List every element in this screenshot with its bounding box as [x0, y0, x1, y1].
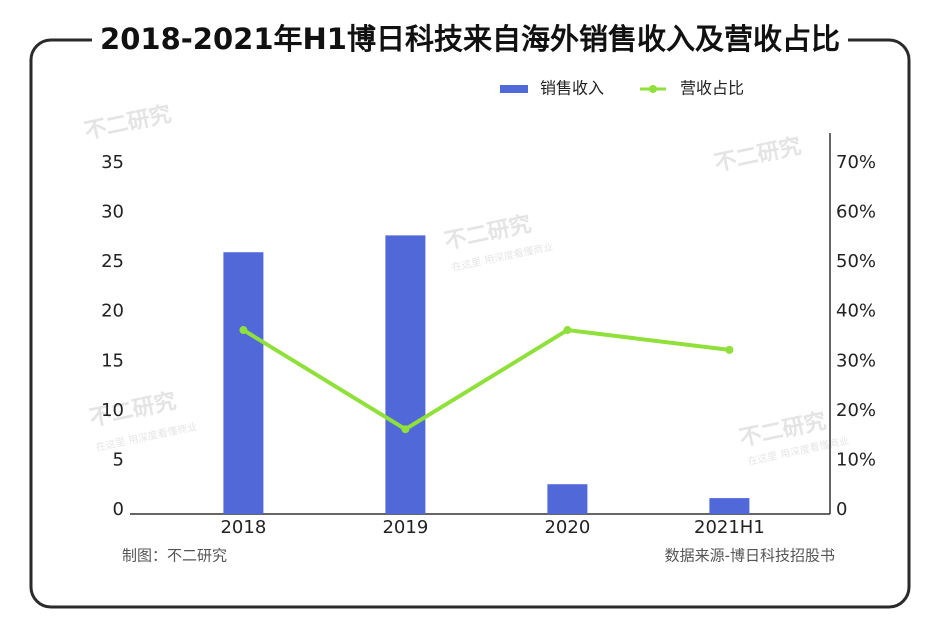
line	[242, 327, 730, 432]
line-point	[725, 345, 734, 354]
line-point	[563, 326, 572, 335]
x-tick-label: 2021H1	[694, 517, 765, 538]
y-tick-label: 20	[101, 301, 124, 322]
y-tick-label: 0	[113, 499, 124, 520]
chart-title: 2018-2021年H1博日科技来自海外销售收入及营收占比	[100, 22, 840, 56]
y2-tick-label: 30%	[836, 350, 876, 371]
legend-swatch	[649, 85, 657, 93]
bar	[385, 235, 426, 515]
y2-tick-label: 40%	[836, 301, 876, 322]
watermark: 不二研究	[82, 101, 173, 145]
y2-tick-label: 10%	[836, 449, 876, 470]
line-point	[239, 326, 248, 335]
y-tick-label: 15	[101, 350, 124, 371]
legend-label: 营收占比	[680, 79, 744, 98]
y-tick-label: 10	[101, 400, 124, 421]
y-tick-label: 5	[113, 449, 124, 470]
legend-label: 销售收入	[540, 79, 604, 98]
x-tick-label: 2019	[382, 517, 428, 538]
x-tick-label: 2020	[544, 517, 590, 538]
footer-left: 制图：不二研究	[122, 547, 227, 565]
line-point	[401, 425, 410, 434]
y2-tick-label: 20%	[836, 400, 876, 421]
bar	[223, 252, 264, 514]
footer-right: 数据来源-博日科技招股书	[665, 547, 835, 565]
y2-tick-label: 50%	[836, 251, 876, 272]
watermark: 不二研究	[712, 133, 803, 177]
bar	[709, 498, 750, 514]
x-tick-label: 2018	[220, 517, 266, 538]
legend-swatch	[500, 85, 528, 93]
y2-tick-label: 60%	[836, 202, 876, 223]
bar	[547, 484, 588, 514]
title-backdrop	[92, 18, 848, 62]
y2-tick-label: 70%	[836, 152, 876, 173]
y2-tick-label: 0	[836, 499, 847, 520]
y-tick-label: 25	[101, 251, 124, 272]
y-tick-label: 30	[101, 202, 124, 223]
y-tick-label: 35	[101, 152, 124, 173]
